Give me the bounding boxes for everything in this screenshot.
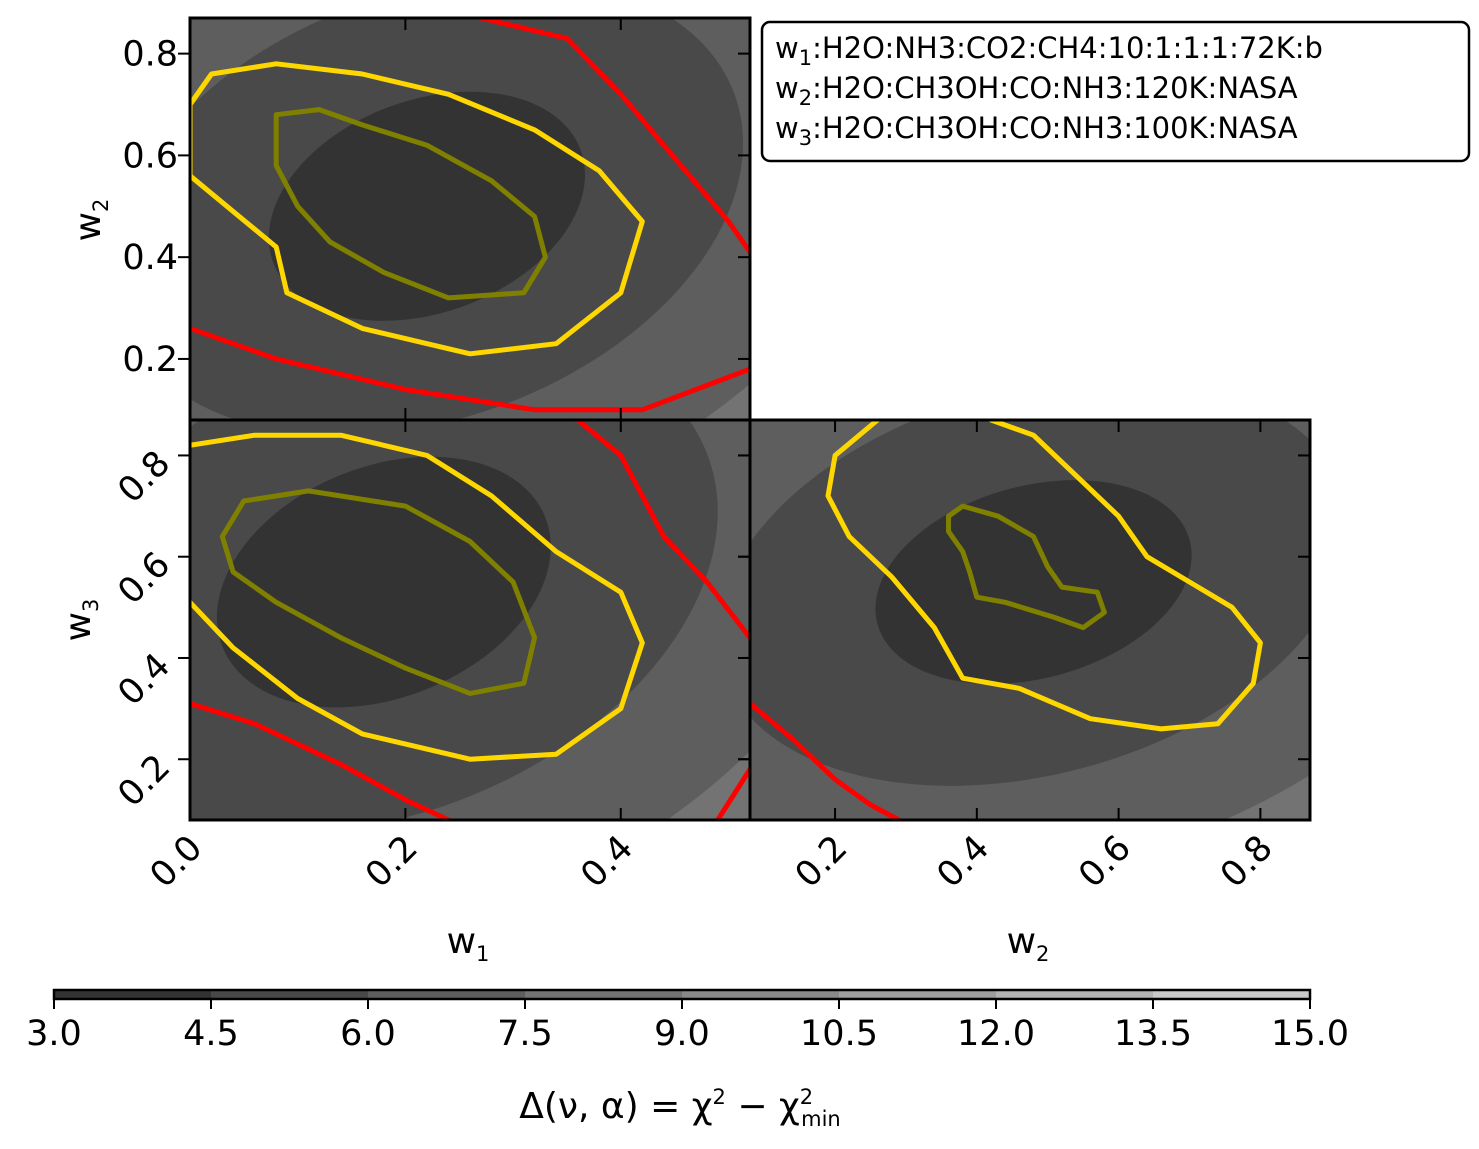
contour-line-inner xyxy=(219,488,538,696)
legend-entry: w3:H2O:CH3OH:CO:NH3:100K:NASA xyxy=(775,111,1298,150)
colorbar-tick-label: 3.0 xyxy=(26,1014,82,1054)
x-tick-label: 0.6 xyxy=(1071,828,1139,896)
colorbar-tick-label: 7.5 xyxy=(497,1014,553,1054)
y-axis-label-w2: w2 xyxy=(68,199,113,242)
colorbar-segment xyxy=(368,990,525,999)
colorbar-tick-label: 10.5 xyxy=(800,1014,878,1054)
legend: w1:H2O:NH3:CO2:CH4:10:1:1:1:72K:b w2:H2O… xyxy=(760,20,1471,163)
contour-line-outer xyxy=(575,420,750,641)
y-tick-label: 0.6 xyxy=(111,545,179,613)
x-tick-label: 0.4 xyxy=(930,828,998,896)
contour-band xyxy=(875,480,1192,684)
colorbar-segment xyxy=(1153,990,1310,999)
contour-line-inner xyxy=(273,107,548,301)
contour-band xyxy=(268,91,585,321)
y-tick-label: 0.2 xyxy=(122,340,178,380)
colorbar-segment xyxy=(682,990,839,999)
x-axis-label-w2: w2 xyxy=(1007,921,1050,966)
y-tick-label: 0.8 xyxy=(122,35,178,75)
y-tick-label: 0.4 xyxy=(111,646,179,714)
colorbar-tick-label: 4.5 xyxy=(183,1014,239,1054)
contour-line-outer xyxy=(190,325,750,413)
colorbar-tick-label: 12.0 xyxy=(957,1014,1035,1054)
x-tick-label: 0.4 xyxy=(573,828,641,896)
contour-line-middle xyxy=(190,61,645,357)
colorbar-tick-label: 6.0 xyxy=(340,1014,396,1054)
x-tick-label: 0.2 xyxy=(358,828,426,896)
colorbar-segment xyxy=(996,990,1153,999)
contour-line-outer xyxy=(750,701,902,820)
colorbar-label: Δ(ν, α) = χ2 − χ2 min xyxy=(519,1085,841,1131)
legend-entry: w2:H2O:CH3OH:CO:NH3:120K:NASA xyxy=(775,71,1298,110)
contour-line-outer xyxy=(478,18,750,255)
colorbar-segment xyxy=(211,990,368,999)
contour-line-outer xyxy=(715,766,750,820)
y-axis-label-w3: w3 xyxy=(58,599,103,642)
colorbar-tick-label: 15.0 xyxy=(1271,1014,1349,1054)
panel-frame xyxy=(748,418,1312,822)
contour-line-outer xyxy=(190,701,451,820)
contour-line-inner xyxy=(946,503,1107,631)
colorbar-tick-label: 9.0 xyxy=(654,1014,710,1054)
colorbar-segment xyxy=(839,990,996,999)
colorbar-segment xyxy=(525,990,682,999)
y-tick-label: 0.6 xyxy=(122,136,178,176)
legend-entry: w1:H2O:NH3:CO2:CH4:10:1:1:1:72K:b xyxy=(775,31,1323,70)
colorbar-segment xyxy=(54,990,211,999)
colorbar: 3.0 4.5 6.0 7.5 9.0 10.5 12.0 13.5 15.0 xyxy=(26,988,1349,1054)
x-tick-label: 0.0 xyxy=(143,828,211,896)
x-tick-label: 0.2 xyxy=(788,828,856,896)
y-tick-label: 0.2 xyxy=(111,747,179,815)
contour-band xyxy=(216,456,551,708)
colorbar-tick-label: 13.5 xyxy=(1114,1014,1192,1054)
x-tick-label: 0.8 xyxy=(1213,828,1281,896)
contour-line-middle xyxy=(190,432,645,762)
x-axis-label-w1: w1 xyxy=(447,921,490,966)
y-tick-label: 0.4 xyxy=(122,238,178,278)
y-tick-label: 0.8 xyxy=(111,443,179,511)
contour-line-middle xyxy=(825,420,1263,732)
